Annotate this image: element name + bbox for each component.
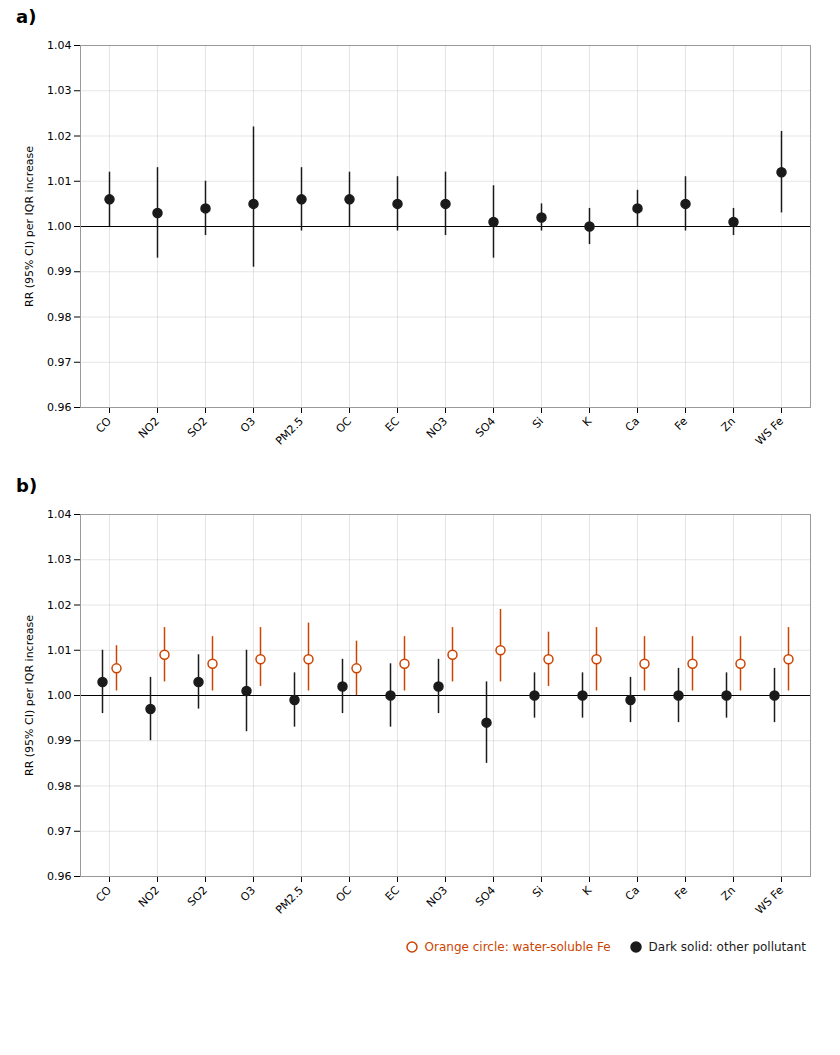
svg-text:1.00: 1.00 bbox=[47, 689, 72, 702]
svg-text:PM2.5: PM2.5 bbox=[273, 415, 306, 448]
svg-text:1.03: 1.03 bbox=[47, 553, 72, 566]
svg-text:WS Fe: WS Fe bbox=[753, 415, 786, 448]
svg-text:1.04: 1.04 bbox=[47, 39, 72, 52]
svg-text:Ca: Ca bbox=[623, 884, 642, 903]
svg-text:OC: OC bbox=[333, 415, 354, 436]
svg-text:1.03: 1.03 bbox=[47, 84, 72, 97]
svg-text:1.04: 1.04 bbox=[47, 508, 72, 521]
svg-text:K: K bbox=[580, 414, 595, 429]
svg-text:1.01: 1.01 bbox=[47, 175, 72, 188]
svg-text:Fe: Fe bbox=[672, 884, 690, 902]
svg-text:RR (95% CI) per IQR increase: RR (95% CI) per IQR increase bbox=[23, 615, 36, 776]
svg-text:0.96: 0.96 bbox=[47, 870, 72, 883]
svg-text:K: K bbox=[580, 883, 595, 898]
svg-text:Si: Si bbox=[530, 884, 546, 900]
html-text:a): a) bbox=[16, 6, 37, 27]
svg-text:1.02: 1.02 bbox=[47, 599, 72, 612]
html-text:Orange circle: water-soluble F: Orange circle: water-soluble Fe bbox=[424, 940, 611, 954]
svg-text:SO4: SO4 bbox=[473, 415, 498, 440]
svg-text:0.97: 0.97 bbox=[47, 825, 72, 838]
svg-text:WS Fe: WS Fe bbox=[753, 884, 786, 917]
html-text:b): b) bbox=[16, 475, 38, 496]
svg-text:0.99: 0.99 bbox=[47, 734, 72, 747]
svg-text:SO2: SO2 bbox=[185, 415, 210, 440]
svg-text:SO4: SO4 bbox=[473, 884, 498, 909]
svg-text:Fe: Fe bbox=[672, 415, 690, 433]
svg-text:CO: CO bbox=[93, 415, 114, 436]
svg-text:NO2: NO2 bbox=[136, 884, 162, 910]
svg-text:NO3: NO3 bbox=[424, 884, 450, 910]
svg-text:0.98: 0.98 bbox=[47, 780, 72, 793]
svg-text:SO2: SO2 bbox=[185, 884, 210, 909]
svg-text:EC: EC bbox=[383, 884, 403, 904]
svg-text:RR (95% CI) per IQR increase: RR (95% CI) per IQR increase bbox=[23, 146, 36, 307]
svg-text:0.97: 0.97 bbox=[47, 356, 72, 369]
svg-text:NO3: NO3 bbox=[424, 415, 450, 441]
svg-text:NO2: NO2 bbox=[136, 415, 162, 441]
svg-text:Zn: Zn bbox=[719, 415, 738, 434]
svg-text:OC: OC bbox=[333, 884, 354, 905]
svg-text:0.99: 0.99 bbox=[47, 265, 72, 278]
svg-text:Si: Si bbox=[530, 415, 546, 431]
svg-text:PM2.5: PM2.5 bbox=[273, 884, 306, 917]
svg-text:O3: O3 bbox=[238, 415, 258, 435]
svg-text:Zn: Zn bbox=[719, 884, 738, 903]
svg-text:EC: EC bbox=[383, 415, 403, 435]
html-text:Dark solid: other pollutant: Dark solid: other pollutant bbox=[648, 940, 806, 954]
svg-text:CO: CO bbox=[93, 884, 114, 905]
svg-text:1.01: 1.01 bbox=[47, 644, 72, 657]
svg-text:0.98: 0.98 bbox=[47, 311, 72, 324]
svg-text:0.96: 0.96 bbox=[47, 401, 72, 414]
svg-text:O3: O3 bbox=[238, 884, 258, 904]
svg-text:1.02: 1.02 bbox=[47, 130, 72, 143]
svg-text:Ca: Ca bbox=[623, 415, 642, 434]
svg-text:1.00: 1.00 bbox=[47, 220, 72, 233]
